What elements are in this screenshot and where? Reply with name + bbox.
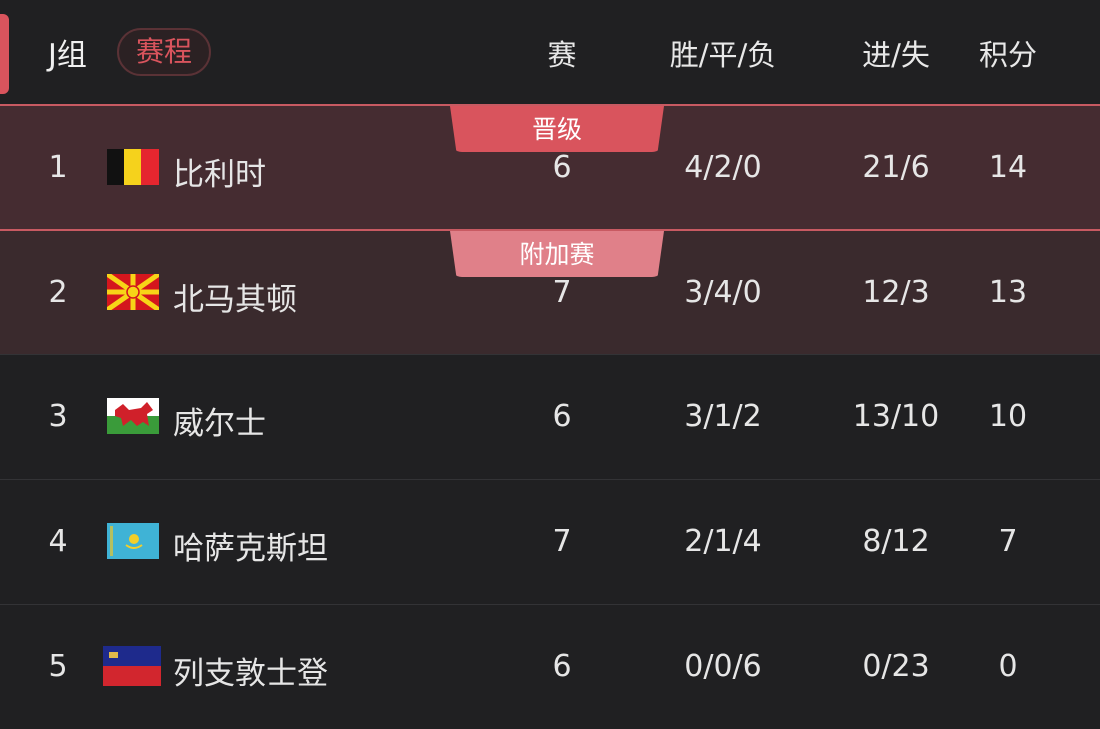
goals: 12/3 xyxy=(862,275,930,310)
rank: 3 xyxy=(48,399,68,434)
goals: 13/10 xyxy=(852,399,940,434)
goals: 21/6 xyxy=(862,150,930,185)
rank: 4 xyxy=(48,524,68,559)
playoff-badge: 附加赛 xyxy=(450,231,664,277)
win-draw-loss: 3/4/0 xyxy=(684,275,762,310)
played: 6 xyxy=(552,649,572,684)
belgium-flag-icon xyxy=(107,149,159,185)
team-name[interactable]: 比利时 xyxy=(173,157,266,193)
played: 6 xyxy=(552,399,572,434)
active-tab-indicator xyxy=(0,14,9,94)
goals: 8/12 xyxy=(862,524,930,559)
rank: 5 xyxy=(48,649,68,684)
team-name[interactable]: 哈萨克斯坦 xyxy=(173,531,328,567)
qualified-badge: 晋级 xyxy=(450,106,664,152)
wales-flag-icon xyxy=(107,398,159,434)
played: 6 xyxy=(552,150,572,185)
liechtenstein-flag-icon xyxy=(103,646,161,686)
points: 0 xyxy=(998,649,1018,684)
table-row[interactable]: 附加赛 2 北马其顿 7 3/4/0 12/3 13 xyxy=(0,229,1100,354)
header-wdl: 胜/平/负 xyxy=(669,38,777,72)
table-row[interactable]: 5 列支敦士登 6 0/0/6 0/23 0 xyxy=(0,604,1100,729)
table-row[interactable]: 晋级 1 比利时 6 4/2/0 21/6 14 xyxy=(0,104,1100,229)
schedule-button[interactable]: 赛程 xyxy=(117,28,211,76)
table-header: J组 赛程 赛 胜/平/负 进/失 积分 xyxy=(0,0,1100,103)
kazakhstan-flag-icon xyxy=(107,523,159,559)
table-row[interactable]: 4 哈萨克斯坦 7 2/1/4 8/12 7 xyxy=(0,479,1100,604)
points: 14 xyxy=(988,150,1028,185)
played: 7 xyxy=(552,275,572,310)
rank: 2 xyxy=(48,275,68,310)
north-macedonia-flag-icon xyxy=(107,274,159,310)
win-draw-loss: 3/1/2 xyxy=(684,399,762,434)
points: 13 xyxy=(988,275,1028,310)
header-goals: 进/失 xyxy=(862,38,930,72)
group-title: J组 xyxy=(48,38,87,73)
header-points: 积分 xyxy=(978,38,1038,72)
win-draw-loss: 4/2/0 xyxy=(684,150,762,185)
win-draw-loss: 2/1/4 xyxy=(684,524,762,559)
played: 7 xyxy=(552,524,572,559)
team-name[interactable]: 北马其顿 xyxy=(173,282,297,318)
points: 10 xyxy=(988,399,1028,434)
team-name[interactable]: 威尔士 xyxy=(173,406,266,442)
header-played: 赛 xyxy=(547,38,577,72)
points: 7 xyxy=(998,524,1018,559)
rank: 1 xyxy=(48,150,68,185)
team-name[interactable]: 列支敦士登 xyxy=(173,656,328,692)
win-draw-loss: 0/0/6 xyxy=(684,649,762,684)
goals: 0/23 xyxy=(862,649,930,684)
table-row[interactable]: 3 威尔士 6 3/1/2 13/10 10 xyxy=(0,354,1100,479)
